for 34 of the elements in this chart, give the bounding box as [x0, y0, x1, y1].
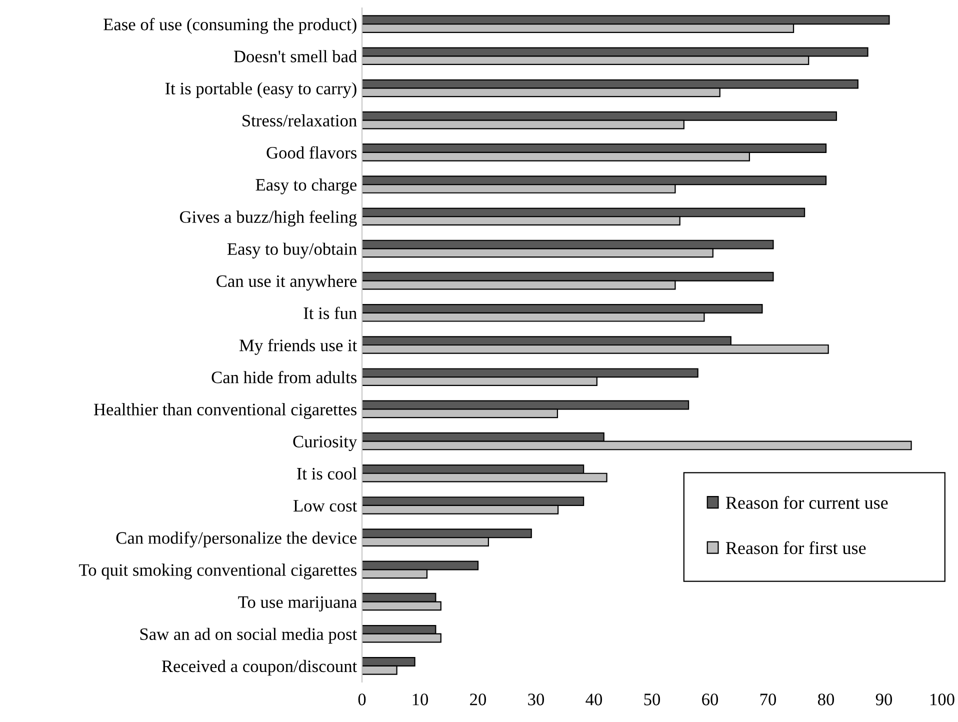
- y-tick-label: Healthier than conventional cigarettes: [94, 403, 357, 419]
- y-tick-label: Low cost: [294, 500, 358, 512]
- y-tick-label: It is portable (easy to carry): [165, 82, 356, 98]
- y-tick-label: Stress/relaxation: [242, 114, 357, 127]
- legend-label: Reason for current use: [726, 496, 888, 509]
- y-tick-label: My friends use it: [240, 338, 358, 355]
- x-tick-label: 50: [644, 694, 660, 706]
- y-tick-label: Can use it anywhere: [216, 274, 357, 291]
- y-tick-label: To use marijuana: [238, 596, 357, 612]
- x-tick-label: 40: [586, 694, 602, 706]
- y-tick-label: Gives a buzz/high feeling: [180, 210, 357, 226]
- legend-label: Reason for first use: [726, 541, 866, 554]
- x-tick-label: 30: [528, 694, 544, 706]
- y-tick-label: Easy to buy/obtain: [227, 242, 357, 258]
- x-tick-label: 70: [760, 694, 776, 706]
- y-tick-label: Saw an ad on social media post: [140, 628, 358, 644]
- x-tick-label: 90: [876, 694, 892, 706]
- y-tick-label: Can hide from adults: [212, 370, 357, 384]
- y-tick-label: Ease of use (consuming the product): [104, 18, 356, 34]
- y-tick-label: Doesn't smell bad: [234, 50, 357, 62]
- y-tick-label: It is fun: [304, 306, 357, 320]
- y-tick-label: Can modify/personalize the device: [116, 531, 357, 548]
- x-tick-label: 100: [930, 694, 954, 706]
- x-tick-label: 10: [412, 694, 428, 706]
- y-tick-label: Easy to charge: [256, 178, 357, 194]
- y-tick-label: Good flavors: [266, 146, 357, 159]
- x-tick-label: 60: [702, 694, 718, 706]
- x-tick-label: 0: [358, 694, 366, 706]
- y-tick-label: Curiosity: [293, 436, 358, 452]
- y-tick-label: Received a coupon/discount: [162, 660, 358, 676]
- x-tick-label: 80: [818, 694, 834, 706]
- y-tick-label: To quit smoking conventional cigarettes: [79, 564, 357, 580]
- y-tick-label: It is cool: [297, 467, 357, 480]
- x-tick-label: 20: [470, 694, 486, 706]
